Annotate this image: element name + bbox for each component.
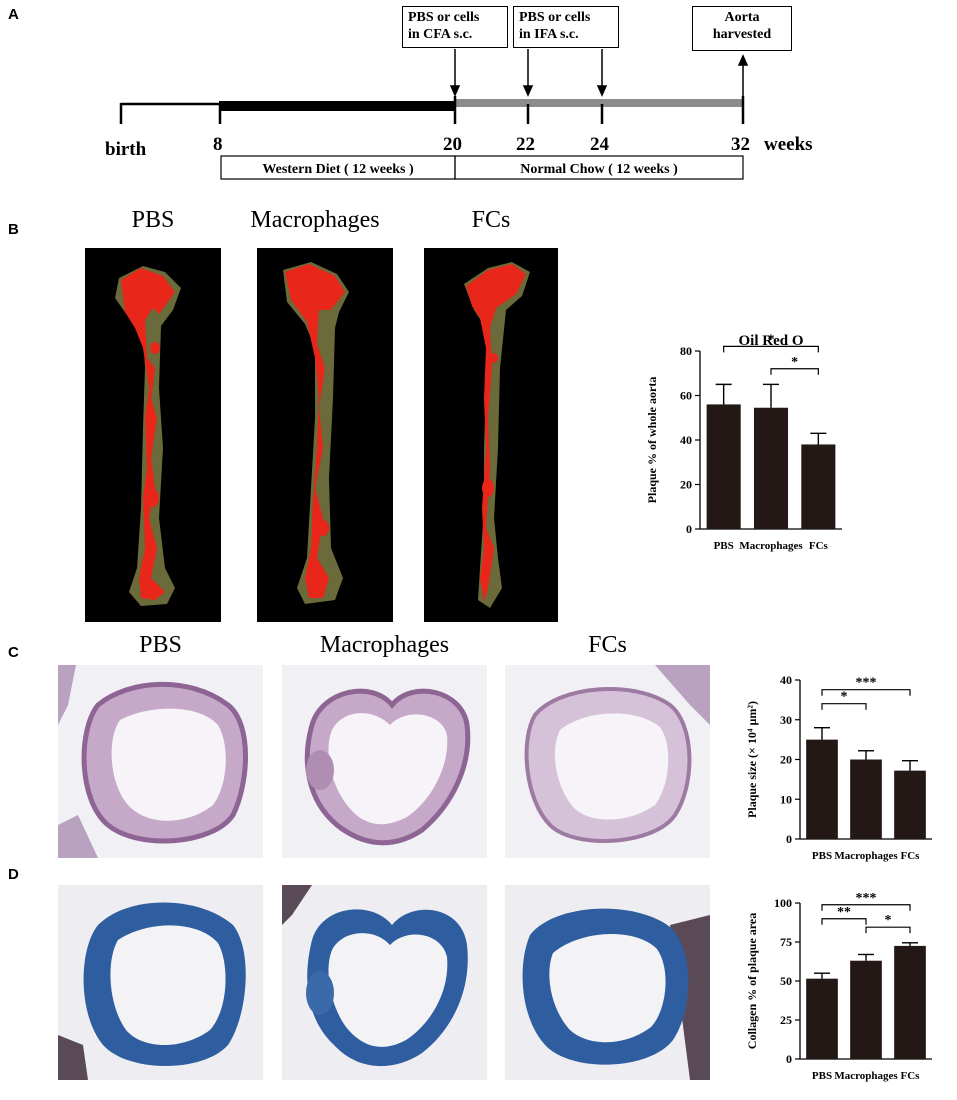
bar	[850, 960, 882, 1059]
x-tick-label: Macrophages	[834, 850, 898, 862]
he-image-macrophages	[282, 665, 487, 858]
y-tick-label: 0	[786, 1052, 792, 1066]
y-axis-label: Plaque size (× 10⁴ µm²)	[745, 701, 759, 818]
harvest-line2: harvested	[712, 27, 772, 42]
tick-unit: weeks	[764, 134, 813, 155]
significance-bracket	[821, 918, 867, 925]
injection2-line1: PBS or cells	[519, 10, 591, 25]
bar	[850, 759, 882, 839]
y-tick-label: 25	[780, 1013, 792, 1027]
he-image-fcs	[505, 665, 710, 858]
significance-bracket	[821, 904, 911, 911]
significance-bracket	[821, 689, 911, 696]
y-tick-label: 40	[780, 673, 792, 687]
injection1-line2: in CFA s.c.	[408, 27, 473, 42]
tick-birth: birth	[105, 139, 147, 160]
significance-label: *	[791, 355, 798, 370]
y-tick-label: 20	[680, 478, 692, 492]
y-tick-label: 20	[780, 753, 792, 767]
aorta-image-pbs	[85, 248, 221, 622]
timeline-chow-bar	[455, 99, 743, 107]
tick-32: 32	[731, 134, 750, 155]
tick-20: 20	[443, 134, 462, 155]
panel-letter-c: C	[8, 644, 19, 661]
aorta-image-macrophages	[257, 248, 393, 622]
c-title-macrophages: Macrophages	[319, 632, 450, 658]
harvest-box: Aorta harvested	[692, 6, 792, 51]
timeline-western-bar	[219, 101, 455, 111]
b-title-pbs: PBS	[131, 207, 175, 233]
y-tick-label: 60	[680, 389, 692, 403]
tick-24: 24	[590, 134, 610, 155]
y-tick-label: 0	[786, 832, 792, 846]
timeline-ticks	[119, 96, 745, 124]
masson-image-pbs	[58, 885, 263, 1080]
bar	[706, 404, 741, 529]
x-tick-label: FCs	[809, 540, 829, 552]
chart-title: Oil Red O	[738, 333, 803, 349]
bar	[894, 945, 926, 1059]
bar	[801, 444, 836, 529]
bar	[894, 770, 926, 839]
harvest-line1: Aorta	[724, 10, 760, 25]
diet1-label: Western Diet ( 12 weeks )	[262, 162, 414, 177]
c-title-fcs: FCs	[588, 632, 627, 658]
significance-label: **	[837, 905, 851, 920]
chart-oil-red-o: Oil Red O Plaque % of whole aorta 0 20 40 60 8…	[645, 332, 842, 552]
tick-22: 22	[516, 134, 535, 155]
x-tick-label: Macrophages	[739, 540, 803, 552]
significance-bracket	[723, 345, 819, 353]
injection1-line1: PBS or cells	[408, 10, 480, 25]
diet2-box	[454, 155, 744, 180]
x-tick-label: PBS	[812, 1070, 832, 1082]
significance-label: *	[885, 913, 892, 928]
diet2-label: Normal Chow ( 12 weeks )	[520, 162, 678, 177]
chart-collagen: Collagen % of plaque area 0 25 50 75 100 PBS Ma…	[745, 891, 932, 1082]
significance-label: *	[841, 690, 848, 705]
masson-image-fcs	[505, 885, 710, 1080]
injection2-box: PBS or cells in IFA s.c.	[513, 6, 619, 48]
y-tick-label: 10	[780, 792, 792, 806]
y-tick-label: 40	[680, 433, 692, 447]
significance-bracket	[821, 703, 867, 710]
masson-image-macrophages	[282, 885, 487, 1080]
aorta-image-fcs	[424, 248, 558, 622]
x-tick-label: Macrophages	[834, 1070, 898, 1082]
y-tick-label: 0	[686, 522, 692, 536]
timeline-tick-labels: birth 8 20 22 24 32 weeks	[105, 134, 813, 160]
bar	[806, 739, 838, 839]
y-tick-label: 75	[780, 935, 792, 949]
y-axis-label: Plaque % of whole aorta	[645, 377, 659, 504]
chart-plaque-size: Plaque size (× 10⁴ µm²) 0 10 20 30 40 PBS Macro…	[745, 673, 932, 862]
bar	[806, 978, 838, 1059]
c-title-pbs: PBS	[139, 632, 182, 658]
timeline-arrows	[449, 49, 749, 97]
significance-label: *	[768, 332, 775, 347]
timeline-svg: birth 8 20 22 24 32 weeks Western Diet (…	[105, 49, 813, 180]
panel-letter-d: D	[8, 866, 19, 883]
tick-8: 8	[213, 134, 223, 155]
y-tick-label: 30	[780, 713, 792, 727]
significance-label: ***	[856, 891, 877, 906]
panel-letter-b: B	[8, 221, 19, 238]
x-tick-label: PBS	[714, 540, 734, 552]
injection2-line2: in IFA s.c.	[519, 27, 579, 42]
he-image-pbs	[58, 665, 263, 858]
significance-bracket	[770, 368, 819, 375]
b-title-macrophages: Macrophages	[250, 207, 380, 233]
y-axis-label: Collagen % of plaque area	[745, 913, 759, 1049]
y-tick-label: 50	[780, 974, 792, 988]
x-tick-label: FCs	[901, 850, 921, 862]
panel-letter-a: A	[8, 6, 19, 23]
significance-label: ***	[856, 676, 877, 691]
injection1-box: PBS or cells in CFA s.c.	[402, 6, 508, 48]
b-title-fcs: FCs	[471, 207, 511, 233]
x-tick-label: PBS	[812, 850, 832, 862]
x-tick-label: FCs	[901, 1070, 921, 1082]
y-tick-label: 80	[680, 344, 692, 358]
y-tick-label: 100	[774, 896, 792, 910]
significance-bracket	[865, 926, 911, 934]
bar	[753, 407, 789, 529]
